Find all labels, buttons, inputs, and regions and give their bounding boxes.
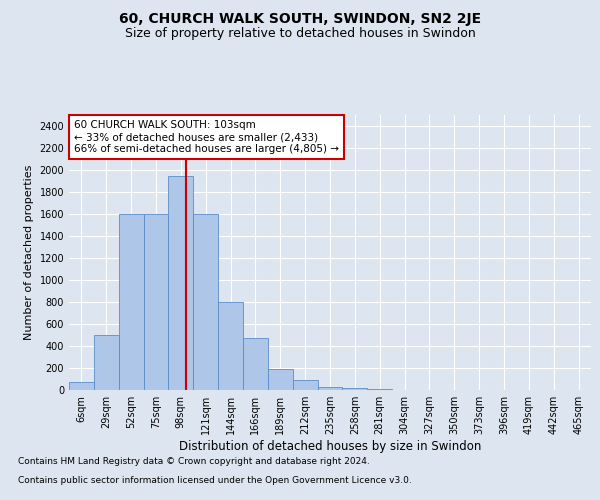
Text: Contains HM Land Registry data © Crown copyright and database right 2024.: Contains HM Land Registry data © Crown c… — [18, 458, 370, 466]
Bar — [218, 302, 243, 390]
Bar — [243, 338, 268, 390]
Bar — [268, 368, 293, 390]
Bar — [119, 214, 143, 390]
Bar — [143, 214, 169, 390]
Bar — [343, 388, 367, 390]
Text: Contains public sector information licensed under the Open Government Licence v3: Contains public sector information licen… — [18, 476, 412, 485]
Text: 60, CHURCH WALK SOUTH, SWINDON, SN2 2JE: 60, CHURCH WALK SOUTH, SWINDON, SN2 2JE — [119, 12, 481, 26]
Text: Size of property relative to detached houses in Swindon: Size of property relative to detached ho… — [125, 28, 475, 40]
Bar — [293, 380, 317, 390]
Bar — [169, 176, 193, 390]
Bar — [94, 335, 119, 390]
Y-axis label: Number of detached properties: Number of detached properties — [24, 165, 34, 340]
Bar — [317, 386, 343, 390]
Bar — [193, 214, 218, 390]
Bar — [69, 382, 94, 390]
Text: 60 CHURCH WALK SOUTH: 103sqm
← 33% of detached houses are smaller (2,433)
66% of: 60 CHURCH WALK SOUTH: 103sqm ← 33% of de… — [74, 120, 339, 154]
X-axis label: Distribution of detached houses by size in Swindon: Distribution of detached houses by size … — [179, 440, 481, 453]
